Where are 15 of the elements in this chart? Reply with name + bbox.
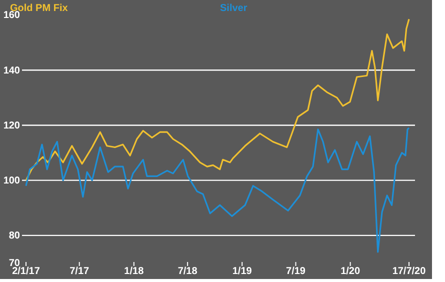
y-tick-label: 160 xyxy=(3,10,20,22)
x-tick-label: 1/18 xyxy=(124,266,144,277)
x-tick-label: 7/17 xyxy=(70,266,90,277)
text: Silver xyxy=(220,3,248,14)
y-tick-label: 80 xyxy=(8,230,20,242)
x-tick-label: 7/18 xyxy=(178,266,198,277)
x-tick-label: 1/20 xyxy=(340,266,360,277)
x-tick-label: 7/19 xyxy=(286,266,306,277)
line-series xyxy=(25,18,410,182)
x-tick-label: 17/7/20 xyxy=(392,266,426,277)
line-series xyxy=(25,127,410,253)
y-tick-label: 140 xyxy=(3,65,20,76)
y-tick-label: 120 xyxy=(3,120,20,132)
y-tick-label: 100 xyxy=(3,176,20,187)
x-tick-label: 1/19 xyxy=(232,266,252,277)
